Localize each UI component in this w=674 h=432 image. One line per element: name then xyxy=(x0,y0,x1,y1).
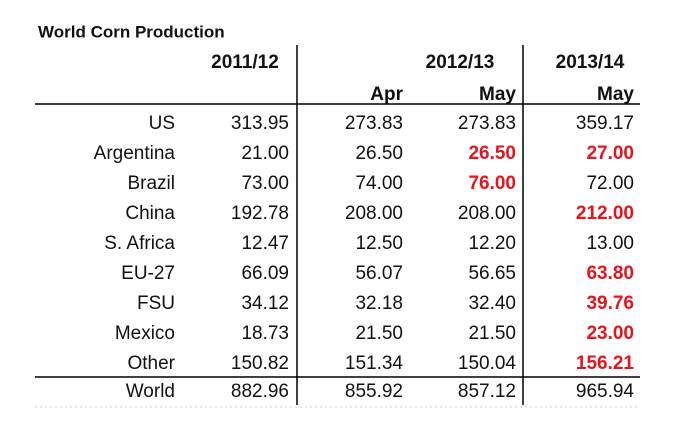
cell: 21.50 xyxy=(468,323,516,344)
month-header: May xyxy=(597,84,634,105)
cell: 192.78 xyxy=(231,203,289,224)
cell: 56.65 xyxy=(468,263,516,284)
row-label: Brazil xyxy=(127,173,175,194)
cell: 150.04 xyxy=(458,353,517,374)
year-header: 2013/14 xyxy=(556,52,625,73)
total-cell: 965.94 xyxy=(576,381,635,402)
cell: 23.00 xyxy=(586,323,634,344)
cell: 313.95 xyxy=(231,113,289,134)
cell: 151.34 xyxy=(345,353,404,374)
cell: 359.17 xyxy=(576,113,634,134)
row-label: Other xyxy=(127,353,175,374)
cell: 63.80 xyxy=(586,263,634,284)
cell: 34.12 xyxy=(241,293,289,314)
row-label: US xyxy=(149,113,175,134)
cell: 21.50 xyxy=(355,323,403,344)
cell: 212.00 xyxy=(576,203,634,224)
cell: 150.82 xyxy=(231,353,289,374)
total-cell: 855.92 xyxy=(345,381,403,402)
cell: 39.76 xyxy=(586,293,634,314)
row-label: Argentina xyxy=(94,143,176,164)
cell: 12.50 xyxy=(355,233,403,254)
cell: 76.00 xyxy=(468,173,516,194)
cell: 21.00 xyxy=(241,143,289,164)
year-header: 2012/13 xyxy=(426,52,495,73)
row-label: China xyxy=(125,203,175,224)
cell: 12.20 xyxy=(468,233,516,254)
month-header: May xyxy=(479,84,516,105)
cell: 32.40 xyxy=(468,293,516,314)
total-label: World xyxy=(126,381,175,402)
row-label: FSU xyxy=(137,293,175,314)
table-title: World Corn Production xyxy=(38,22,225,41)
cell: 208.00 xyxy=(345,203,403,224)
cell: 208.00 xyxy=(458,203,516,224)
cell: 18.73 xyxy=(241,323,289,344)
month-header: Apr xyxy=(370,84,403,105)
cell: 32.18 xyxy=(355,293,403,314)
cell: 26.50 xyxy=(355,143,403,164)
cell: 73.00 xyxy=(241,173,289,194)
cell: 72.00 xyxy=(586,173,634,194)
cell: 273.83 xyxy=(458,113,516,134)
total-cell: 857.12 xyxy=(458,381,516,402)
cell: 27.00 xyxy=(586,143,634,164)
row-label: EU-27 xyxy=(121,263,175,284)
cell: 66.09 xyxy=(241,263,289,284)
row-label: S. Africa xyxy=(104,233,175,254)
cell: 74.00 xyxy=(355,173,403,194)
cell: 273.83 xyxy=(345,113,403,134)
year-header: 2011/12 xyxy=(211,52,279,73)
cell: 56.07 xyxy=(355,263,403,284)
cell: 12.47 xyxy=(241,233,289,254)
total-cell: 882.96 xyxy=(231,381,289,402)
cell: 13.00 xyxy=(586,233,634,254)
cell: 156.21 xyxy=(576,353,635,374)
row-label: Mexico xyxy=(115,323,175,344)
cell: 26.50 xyxy=(468,143,516,164)
